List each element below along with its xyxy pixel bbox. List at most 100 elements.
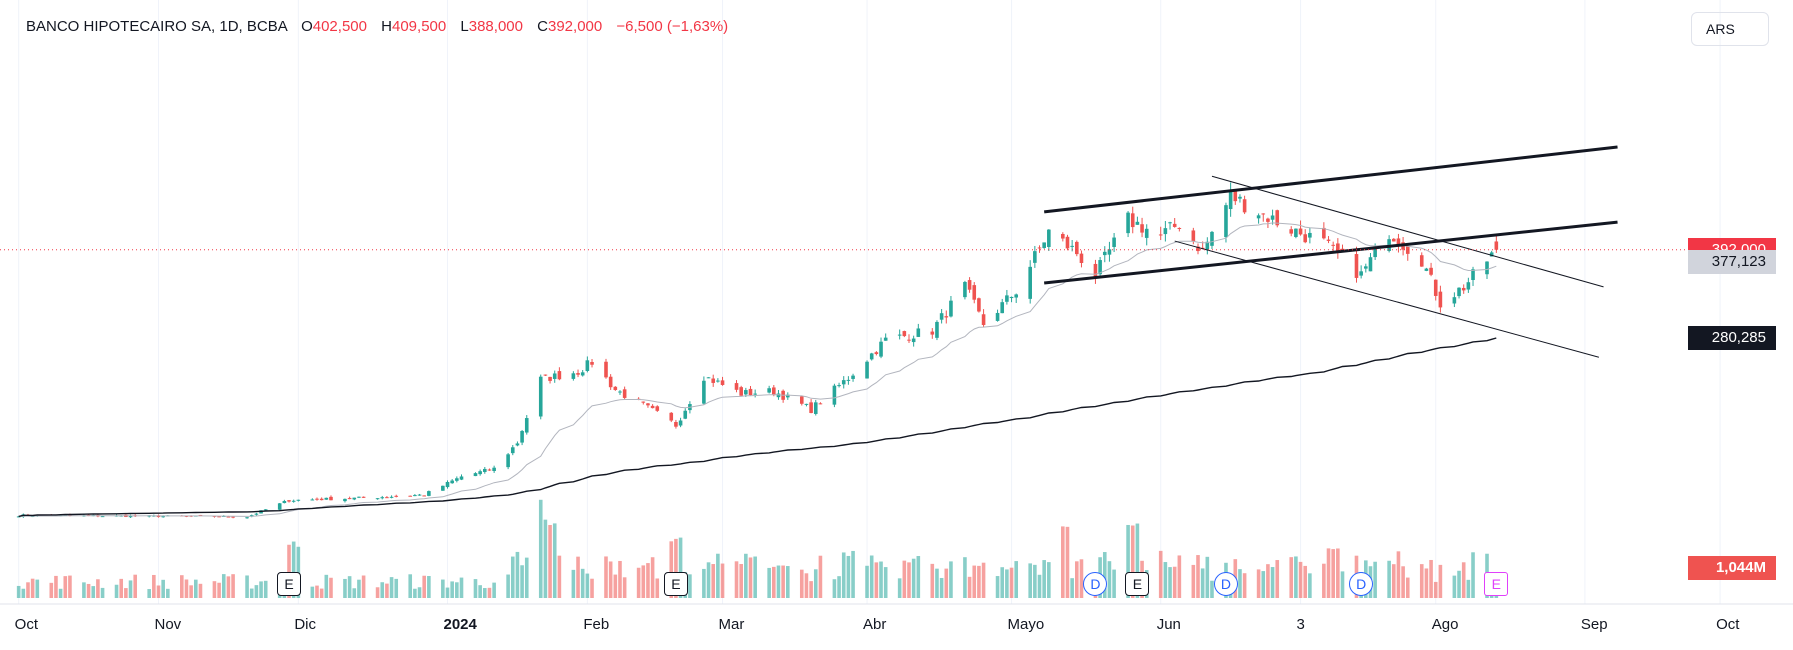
candle-body — [818, 403, 823, 405]
candle-body — [287, 500, 291, 502]
volume-bar — [1061, 526, 1065, 598]
candle-body — [1424, 268, 1429, 271]
volume-bar — [935, 568, 939, 598]
volume-bar — [585, 573, 590, 598]
open-value: 402,500 — [312, 18, 367, 35]
candle-body — [1322, 227, 1326, 239]
ema-price-label: 377,123 — [1688, 249, 1776, 274]
earnings-marker[interactable]: E — [1484, 572, 1509, 596]
candle-body — [1172, 223, 1177, 227]
volume-bar — [837, 576, 841, 598]
volume-bar — [1308, 573, 1312, 598]
volume-bar — [1340, 571, 1345, 598]
dividend-marker[interactable]: D — [1213, 572, 1238, 596]
candle-body — [1224, 205, 1228, 238]
candle-body — [1168, 222, 1172, 224]
volume-bar — [981, 562, 986, 598]
volume-bar — [674, 538, 678, 598]
candle-body — [296, 499, 301, 501]
dividend-marker[interactable]: D — [1349, 572, 1374, 596]
volume-bar — [1177, 555, 1182, 598]
volume-bar — [1168, 567, 1172, 598]
candle-body — [538, 376, 543, 417]
candle-body — [394, 495, 399, 497]
volume-bar — [1331, 549, 1335, 598]
volume-bar — [375, 587, 380, 598]
candle-body — [944, 316, 949, 318]
candle-body — [841, 380, 846, 385]
candle-body — [874, 352, 879, 355]
sma-line — [18, 337, 1497, 518]
volume-bar — [221, 574, 226, 598]
candle-body — [879, 341, 883, 357]
volume-bar — [879, 561, 883, 598]
candle-body — [1228, 191, 1233, 210]
candle-body — [1308, 232, 1312, 238]
candle-body — [1033, 251, 1037, 263]
dividend-marker[interactable]: D — [1083, 572, 1108, 596]
price-candles — [16, 182, 1499, 519]
candle-body — [1061, 233, 1065, 239]
volume-bar — [1102, 552, 1107, 598]
volume-bar — [744, 553, 748, 598]
volume-bar — [524, 557, 529, 598]
volume-bar — [907, 562, 911, 598]
time-tick-label: Dic — [294, 616, 317, 633]
candle-body — [1130, 213, 1135, 228]
volume-bar — [287, 544, 291, 598]
drawn-trendlines — [1044, 145, 1618, 358]
candle-body — [1373, 247, 1377, 258]
sma-price-label: 280,285 — [1688, 326, 1776, 351]
volume-bar — [706, 562, 711, 598]
candle-body — [1242, 199, 1247, 213]
candle-body — [580, 372, 585, 376]
volume-bar — [776, 565, 781, 598]
volume-bar — [1387, 560, 1391, 598]
candle-body — [655, 406, 660, 411]
candle-body — [650, 405, 655, 409]
volume-bar — [748, 557, 753, 598]
volume-bar — [291, 541, 296, 598]
candle-body — [231, 516, 235, 518]
candle-body — [483, 468, 487, 472]
volume-bar — [939, 577, 944, 598]
volume-bar — [930, 563, 935, 598]
high-label: H — [381, 18, 392, 35]
candle-body — [772, 387, 776, 395]
volume-bar — [86, 583, 91, 598]
earnings-marker[interactable]: E — [1125, 572, 1150, 596]
volume-bar — [352, 588, 357, 598]
currency-button[interactable]: ARS — [1691, 12, 1769, 46]
earnings-marker[interactable]: E — [663, 572, 688, 596]
candle-body — [590, 362, 594, 365]
candle-body — [352, 497, 357, 500]
candle-body — [217, 516, 221, 518]
volume-bar — [35, 579, 40, 598]
candle-body — [767, 388, 771, 393]
candle-body — [1294, 228, 1298, 237]
volume-bar — [874, 562, 879, 598]
volume-bar — [506, 574, 510, 598]
volume-bar — [739, 563, 743, 598]
earnings-marker[interactable]: E — [277, 572, 302, 596]
volume-bar — [198, 583, 203, 598]
volume-bar — [865, 565, 869, 598]
candle-body — [291, 500, 296, 502]
candle-body — [1275, 210, 1280, 226]
candle-body — [1037, 247, 1042, 249]
candle-body — [753, 393, 757, 395]
candle-body — [785, 394, 790, 398]
candle-body — [1266, 218, 1270, 222]
volume-bar — [799, 569, 804, 598]
volume-bar — [1424, 568, 1429, 598]
volume-bar — [180, 575, 184, 598]
candle-body — [1098, 260, 1102, 275]
candle-body — [1070, 245, 1074, 247]
candle-body — [1364, 266, 1368, 269]
volume-bar — [767, 567, 771, 598]
candle-body — [1210, 231, 1214, 246]
low-value: 388,000 — [468, 18, 523, 35]
volume-bar — [1112, 569, 1116, 598]
volume-bar — [417, 587, 422, 598]
